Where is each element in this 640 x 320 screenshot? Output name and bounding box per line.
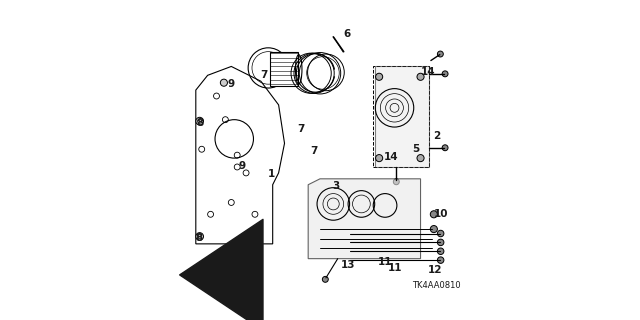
- Circle shape: [417, 73, 424, 80]
- Circle shape: [376, 73, 383, 80]
- Circle shape: [442, 145, 448, 151]
- Circle shape: [442, 71, 448, 77]
- Text: 7: 7: [310, 146, 318, 156]
- Circle shape: [394, 179, 399, 185]
- Text: 5: 5: [412, 144, 420, 154]
- Circle shape: [430, 226, 437, 233]
- Text: 14: 14: [383, 152, 398, 162]
- Polygon shape: [374, 67, 429, 167]
- Text: 10: 10: [434, 209, 449, 219]
- Circle shape: [437, 230, 444, 237]
- Text: 6: 6: [343, 29, 350, 39]
- Text: 7: 7: [297, 124, 305, 133]
- Text: 3: 3: [333, 181, 340, 191]
- Circle shape: [220, 79, 227, 86]
- Text: 7: 7: [260, 70, 268, 80]
- Text: 12: 12: [428, 266, 443, 276]
- Circle shape: [376, 155, 383, 162]
- Circle shape: [323, 276, 328, 282]
- Circle shape: [417, 155, 424, 162]
- Text: 9: 9: [228, 79, 235, 89]
- Text: TK4AA0810: TK4AA0810: [413, 281, 461, 290]
- Polygon shape: [308, 179, 420, 259]
- Text: 14: 14: [420, 67, 435, 77]
- Text: 9: 9: [238, 161, 245, 171]
- FancyBboxPatch shape: [373, 67, 429, 167]
- Circle shape: [430, 211, 437, 218]
- Text: 2: 2: [433, 131, 440, 141]
- Circle shape: [437, 248, 444, 254]
- Text: 8: 8: [195, 233, 202, 243]
- Polygon shape: [196, 67, 285, 244]
- Circle shape: [196, 233, 204, 240]
- Text: 13: 13: [341, 260, 355, 269]
- Text: 8: 8: [196, 118, 204, 128]
- Text: 4: 4: [238, 246, 245, 256]
- Circle shape: [437, 239, 444, 246]
- Circle shape: [196, 117, 204, 125]
- Text: 1: 1: [268, 169, 275, 180]
- Text: 11: 11: [378, 257, 392, 267]
- Text: FR.: FR.: [196, 270, 215, 280]
- Circle shape: [437, 51, 444, 57]
- FancyBboxPatch shape: [269, 52, 298, 86]
- Text: 11: 11: [388, 262, 403, 273]
- Circle shape: [437, 257, 444, 263]
